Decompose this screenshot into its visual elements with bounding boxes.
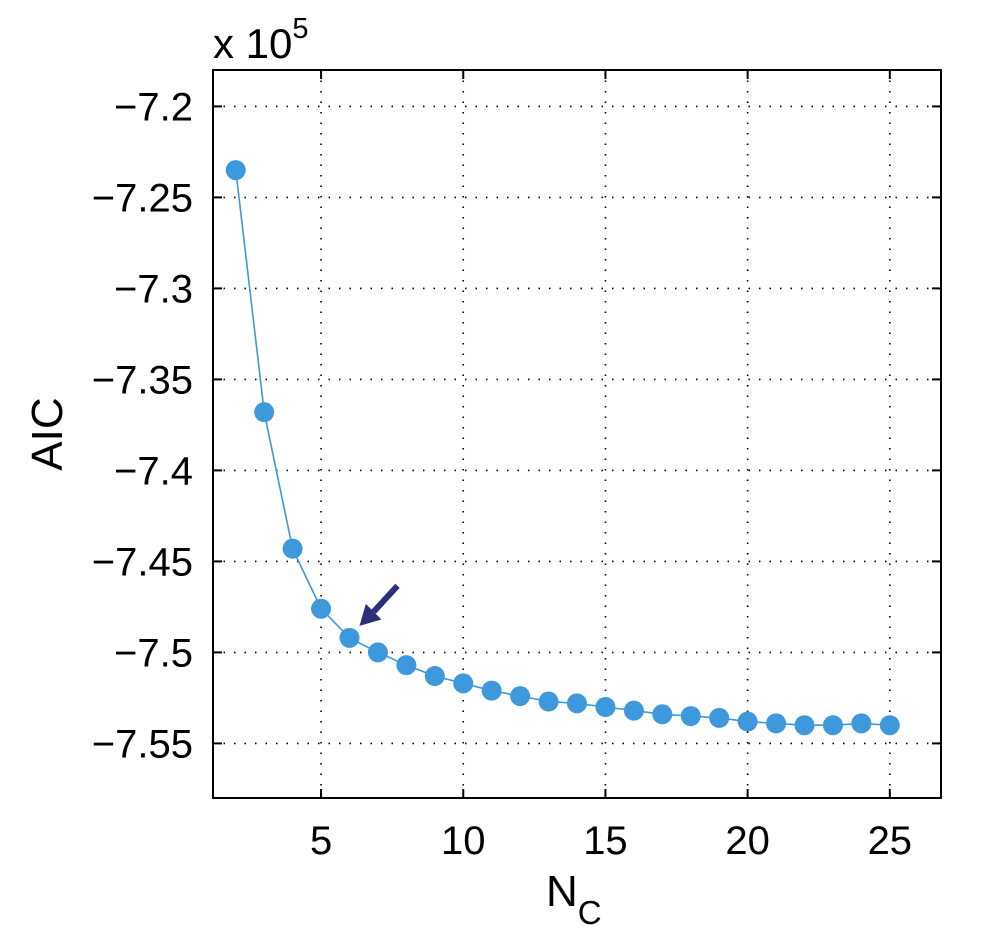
data-point bbox=[737, 711, 758, 732]
x-axis-label-subscript: C bbox=[578, 894, 602, 931]
plot-frame bbox=[212, 69, 942, 799]
data-point bbox=[424, 666, 445, 687]
grid bbox=[213, 70, 941, 798]
x-tick-label: 5 bbox=[310, 819, 332, 863]
exponent-base: x 10 bbox=[213, 20, 292, 67]
data-points bbox=[225, 160, 900, 736]
data-point bbox=[254, 402, 275, 423]
y-tick-labels: −7.2 −7.25 −7.3 −7.35 −7.4 −7.45 −7.5 −7.55 bbox=[92, 85, 193, 766]
data-point bbox=[538, 691, 559, 712]
data-point bbox=[623, 700, 644, 721]
data-point bbox=[225, 160, 246, 181]
y-tick-label: −7.25 bbox=[92, 176, 193, 220]
data-point bbox=[481, 680, 502, 701]
data-point bbox=[766, 713, 787, 734]
y-tick-label: −7.4 bbox=[114, 449, 193, 493]
data-point bbox=[311, 598, 332, 619]
data-point bbox=[822, 715, 843, 736]
y-tick-label: −7.55 bbox=[92, 722, 193, 766]
y-tick-label: −7.5 bbox=[114, 631, 193, 675]
tick-marks bbox=[213, 70, 941, 798]
exponent-power: 5 bbox=[292, 13, 308, 45]
y-axis-label: AIC bbox=[23, 397, 72, 470]
x-tick-label: 25 bbox=[868, 819, 913, 863]
y-tick-label: −7.3 bbox=[114, 267, 193, 311]
data-point bbox=[510, 686, 531, 707]
y-tick-label: −7.45 bbox=[92, 540, 193, 584]
x-tick-label: 15 bbox=[583, 819, 628, 863]
data-point bbox=[680, 706, 701, 727]
y-tick-label: −7.35 bbox=[92, 358, 193, 402]
data-point bbox=[879, 715, 900, 736]
x-axis-label: NC bbox=[546, 867, 602, 931]
data-point bbox=[339, 627, 360, 648]
data-point bbox=[652, 704, 673, 725]
data-point bbox=[282, 538, 303, 559]
y-tick-label: −7.2 bbox=[114, 85, 193, 129]
arrow-head bbox=[359, 603, 382, 626]
data-point bbox=[567, 693, 587, 714]
exponent-label: x 105 bbox=[213, 13, 309, 67]
annotations bbox=[359, 583, 400, 626]
data-point bbox=[794, 715, 815, 736]
data-point bbox=[595, 697, 616, 717]
x-axis-label-main: N bbox=[546, 867, 578, 916]
data-point bbox=[396, 655, 417, 676]
x-tick-label: 20 bbox=[725, 819, 770, 863]
x-tick-labels: 5 10 15 20 25 bbox=[310, 819, 912, 863]
data-point bbox=[709, 707, 730, 728]
series-line bbox=[235, 170, 890, 727]
arrow-shaft bbox=[371, 583, 400, 614]
data-point bbox=[367, 642, 388, 663]
data-point bbox=[453, 673, 474, 694]
data-point bbox=[851, 713, 872, 734]
x-tick-label: 10 bbox=[441, 819, 486, 863]
